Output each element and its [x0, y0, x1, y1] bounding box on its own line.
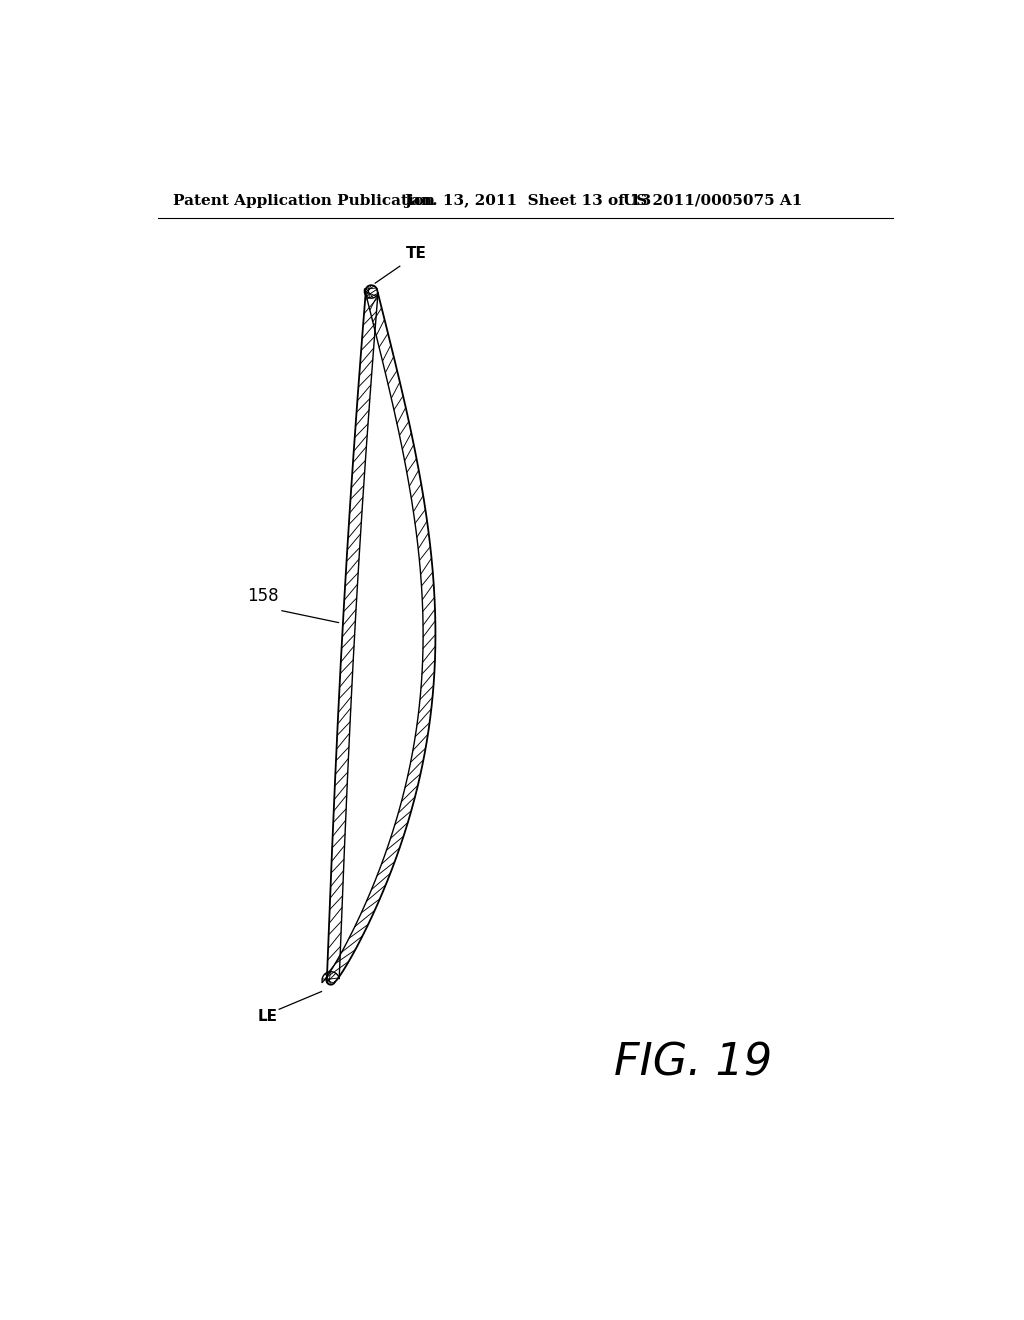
Text: Patent Application Publication: Patent Application Publication: [173, 194, 435, 207]
Text: FIG. 19: FIG. 19: [613, 1041, 772, 1085]
Text: Jan. 13, 2011  Sheet 13 of 13: Jan. 13, 2011 Sheet 13 of 13: [403, 194, 651, 207]
Text: 158: 158: [247, 587, 279, 606]
Text: US 2011/0005075 A1: US 2011/0005075 A1: [624, 194, 803, 207]
Text: TE: TE: [406, 246, 427, 261]
Text: LE: LE: [258, 1010, 278, 1024]
